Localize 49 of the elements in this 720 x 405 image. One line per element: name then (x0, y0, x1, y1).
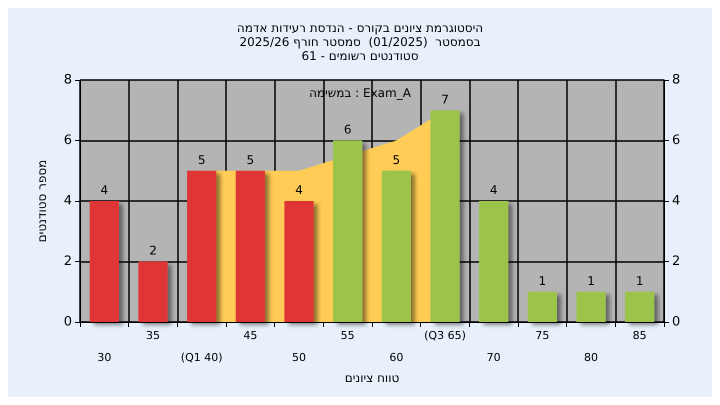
data-label: 6 (344, 122, 352, 136)
y2-tick-label: 0 (672, 314, 680, 330)
data-label: 5 (392, 152, 400, 167)
y2-tick-label: 2 (672, 254, 680, 269)
data-label: 7 (441, 92, 449, 106)
x-tick-label: (Q1 40) (180, 351, 223, 364)
data-label: 4 (295, 183, 303, 197)
bar (625, 292, 654, 322)
y2-tick-label: 6 (672, 133, 680, 148)
data-label: 1 (538, 274, 546, 288)
bar (382, 170, 411, 322)
x-tick-label: 35 (146, 329, 160, 342)
data-label: 4 (100, 183, 108, 197)
x-tick-label: 60 (389, 351, 404, 364)
bar (284, 201, 314, 322)
x-tick-label: 55 (340, 329, 355, 342)
x-tick-label: 45 (243, 329, 258, 342)
y-axis-title: מספר סטודנטים (35, 160, 49, 242)
x-tick-label: 75 (535, 329, 550, 342)
bar (187, 170, 216, 322)
data-label: 4 (490, 183, 498, 197)
data-label: 2 (149, 244, 157, 258)
y-tick-label: 6 (64, 133, 72, 148)
data-label: 1 (636, 274, 644, 288)
data-label: 5 (246, 152, 254, 167)
bar (138, 262, 168, 322)
y-tick-label: 0 (64, 314, 72, 330)
x-tick-label: 80 (584, 351, 598, 364)
bar (479, 201, 508, 322)
bar (576, 292, 606, 322)
bar (236, 170, 265, 322)
data-label: 5 (198, 152, 206, 167)
bar (430, 110, 460, 322)
y-tick-label: 4 (64, 194, 72, 208)
bar (90, 201, 119, 322)
x-tick-label: (Q3 65) (424, 329, 466, 342)
y-tick-label: 2 (64, 254, 72, 269)
x-axis-title: טווח ציונים (344, 371, 400, 385)
x-tick-label: 30 (97, 351, 112, 364)
x-tick-label: 85 (632, 329, 647, 342)
y2-tick-label: 4 (672, 194, 680, 208)
data-label: 1 (587, 274, 595, 288)
bar (528, 292, 557, 322)
bar (333, 140, 362, 322)
x-tick-label: 70 (486, 351, 501, 364)
y2-tick-label: 8 (672, 72, 680, 88)
y-tick-label: 8 (64, 72, 72, 88)
chart-title: היסטוגרמת ציונים בקורס - הנדסת רעידות אדמה בסמסטר (01/2025) סמסטר חורף 2025/26 סטודנטים רשומים - 61 (236, 21, 484, 63)
x-tick-label: 50 (292, 351, 306, 364)
